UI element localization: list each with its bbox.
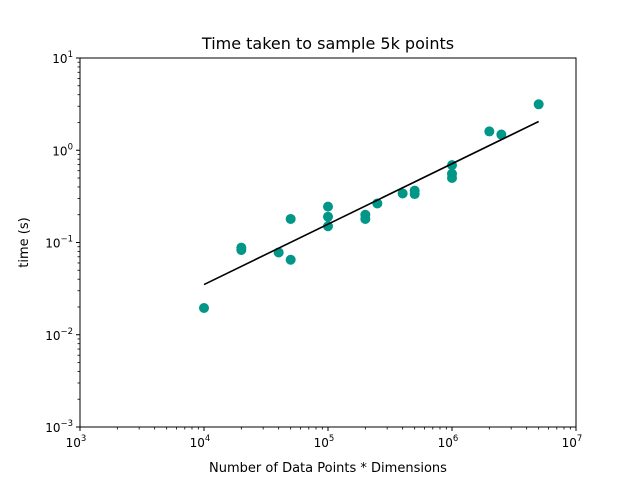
x-tick-label-exponent: 6	[453, 434, 458, 444]
data-point	[397, 188, 408, 199]
data-point	[236, 242, 247, 253]
y-tick-label-exponent: −1	[60, 235, 73, 245]
y-tick-label-exponent: −3	[60, 419, 73, 429]
x-tick-label-base: 10	[190, 436, 205, 450]
y-tick-label-base: 10	[52, 52, 67, 66]
trend-line	[203, 120, 540, 286]
data-point	[360, 209, 371, 220]
marks-layer	[199, 99, 544, 313]
x-tick-label: 103	[66, 434, 87, 450]
x-tick-label-exponent: 3	[81, 434, 86, 444]
data-point	[533, 99, 544, 110]
data-point	[323, 211, 333, 222]
y-tick-label: 10−1	[45, 235, 73, 251]
x-tick-label-exponent: 4	[205, 434, 210, 444]
y-tick-label-exponent: 0	[68, 142, 73, 152]
data-point	[484, 126, 495, 137]
y-tick-label: 100	[52, 142, 73, 158]
data-point	[496, 129, 507, 140]
x-tick-label-exponent: 5	[329, 434, 334, 444]
x-tick-label: 104	[190, 434, 211, 450]
data-point	[409, 185, 420, 196]
data-point	[323, 201, 333, 212]
y-axis-label: time (s)	[17, 217, 32, 267]
x-tick-label: 107	[562, 434, 583, 450]
x-axis-label: Number of Data Points * Dimensions	[209, 461, 447, 476]
y-tick-label-base: 10	[45, 421, 60, 435]
data-point	[447, 168, 457, 179]
x-tick-label-base: 10	[438, 436, 453, 450]
data-point	[285, 254, 296, 265]
data-point	[285, 213, 296, 224]
chart-title: Time taken to sample 5k points	[201, 34, 454, 53]
x-tick-label-base: 10	[314, 436, 329, 450]
x-tick-label: 105	[314, 434, 335, 450]
y-tick-label-exponent: −2	[60, 327, 73, 337]
x-tick-label-base: 10	[66, 436, 81, 450]
y-tick-label-base: 10	[45, 237, 60, 251]
y-tick-label-base: 10	[45, 329, 60, 343]
y-tick-label: 10−3	[45, 419, 73, 435]
plot-frame	[79, 57, 577, 428]
y-tick-label-exponent: 1	[68, 50, 73, 60]
x-tick-label-exponent: 7	[577, 434, 582, 444]
y-tick-label: 101	[52, 50, 73, 66]
x-tick-label: 106	[438, 434, 459, 450]
x-tick-label-base: 10	[562, 436, 577, 450]
data-point	[199, 302, 209, 313]
y-tick-label: 10−2	[45, 327, 73, 343]
y-tick-label-base: 10	[52, 144, 67, 158]
